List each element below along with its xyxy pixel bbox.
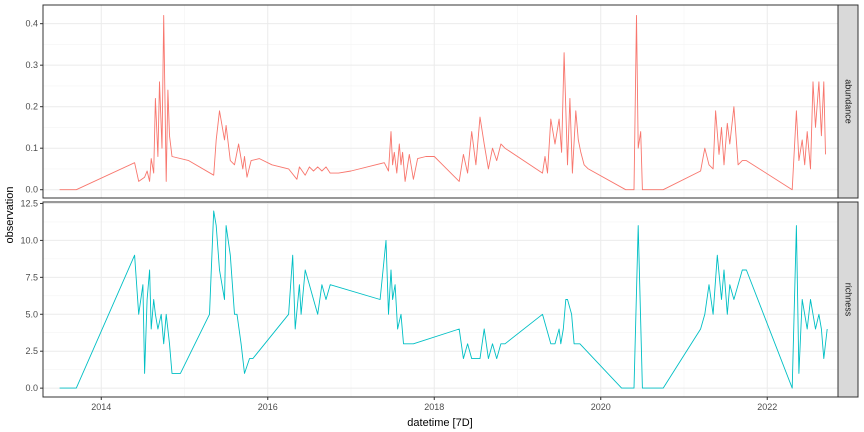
y-tick-label: 0.1: [25, 143, 38, 153]
series-line-richness: [59, 210, 828, 389]
y-tick-label: 5.0: [25, 309, 38, 319]
y-tick-label: 2.5: [25, 346, 38, 356]
y-tick-label: 12.5: [20, 198, 38, 208]
series-line-abundance: [59, 14, 826, 191]
facet-strip: [837, 4, 859, 199]
y-tick-label: 0.4: [25, 19, 38, 29]
x-tick-label: 2022: [757, 402, 777, 412]
facet-strip-label: richness: [844, 283, 854, 317]
x-tick-label: 2018: [424, 402, 444, 412]
y-axis-title: observation: [4, 187, 16, 244]
y-tick-label: 7.5: [25, 272, 38, 282]
facet-strip-label: abundance: [844, 79, 854, 124]
x-tick-label: 2016: [258, 402, 278, 412]
x-tick-label: 2020: [591, 402, 611, 412]
y-tick-label: 0.3: [25, 60, 38, 70]
facet-panels: 0.0 0.1 0.2 0.3 0.4 abundance 0.0 2.5 5.0 7.5 10.0…: [20, 4, 859, 412]
y-tick-label: 0.0: [25, 185, 38, 195]
panel-richness: 0.0 2.5 5.0 7.5 10.0 12.5 richness 2014 2016 2018…: [20, 198, 859, 412]
panel-background: [43, 202, 838, 397]
y-tick-label: 10.0: [20, 235, 38, 245]
y-tick-label: 0.0: [25, 383, 38, 393]
y-tick-label: 0.2: [25, 102, 38, 112]
panel-abundance: 0.0 0.1 0.2 0.3 0.4 abundance: [25, 4, 859, 199]
facet-strip: [837, 201, 859, 398]
panel-background: [43, 5, 838, 198]
x-tick-label: 2014: [91, 402, 111, 412]
x-axis-title: datetime [7D]: [407, 417, 472, 429]
